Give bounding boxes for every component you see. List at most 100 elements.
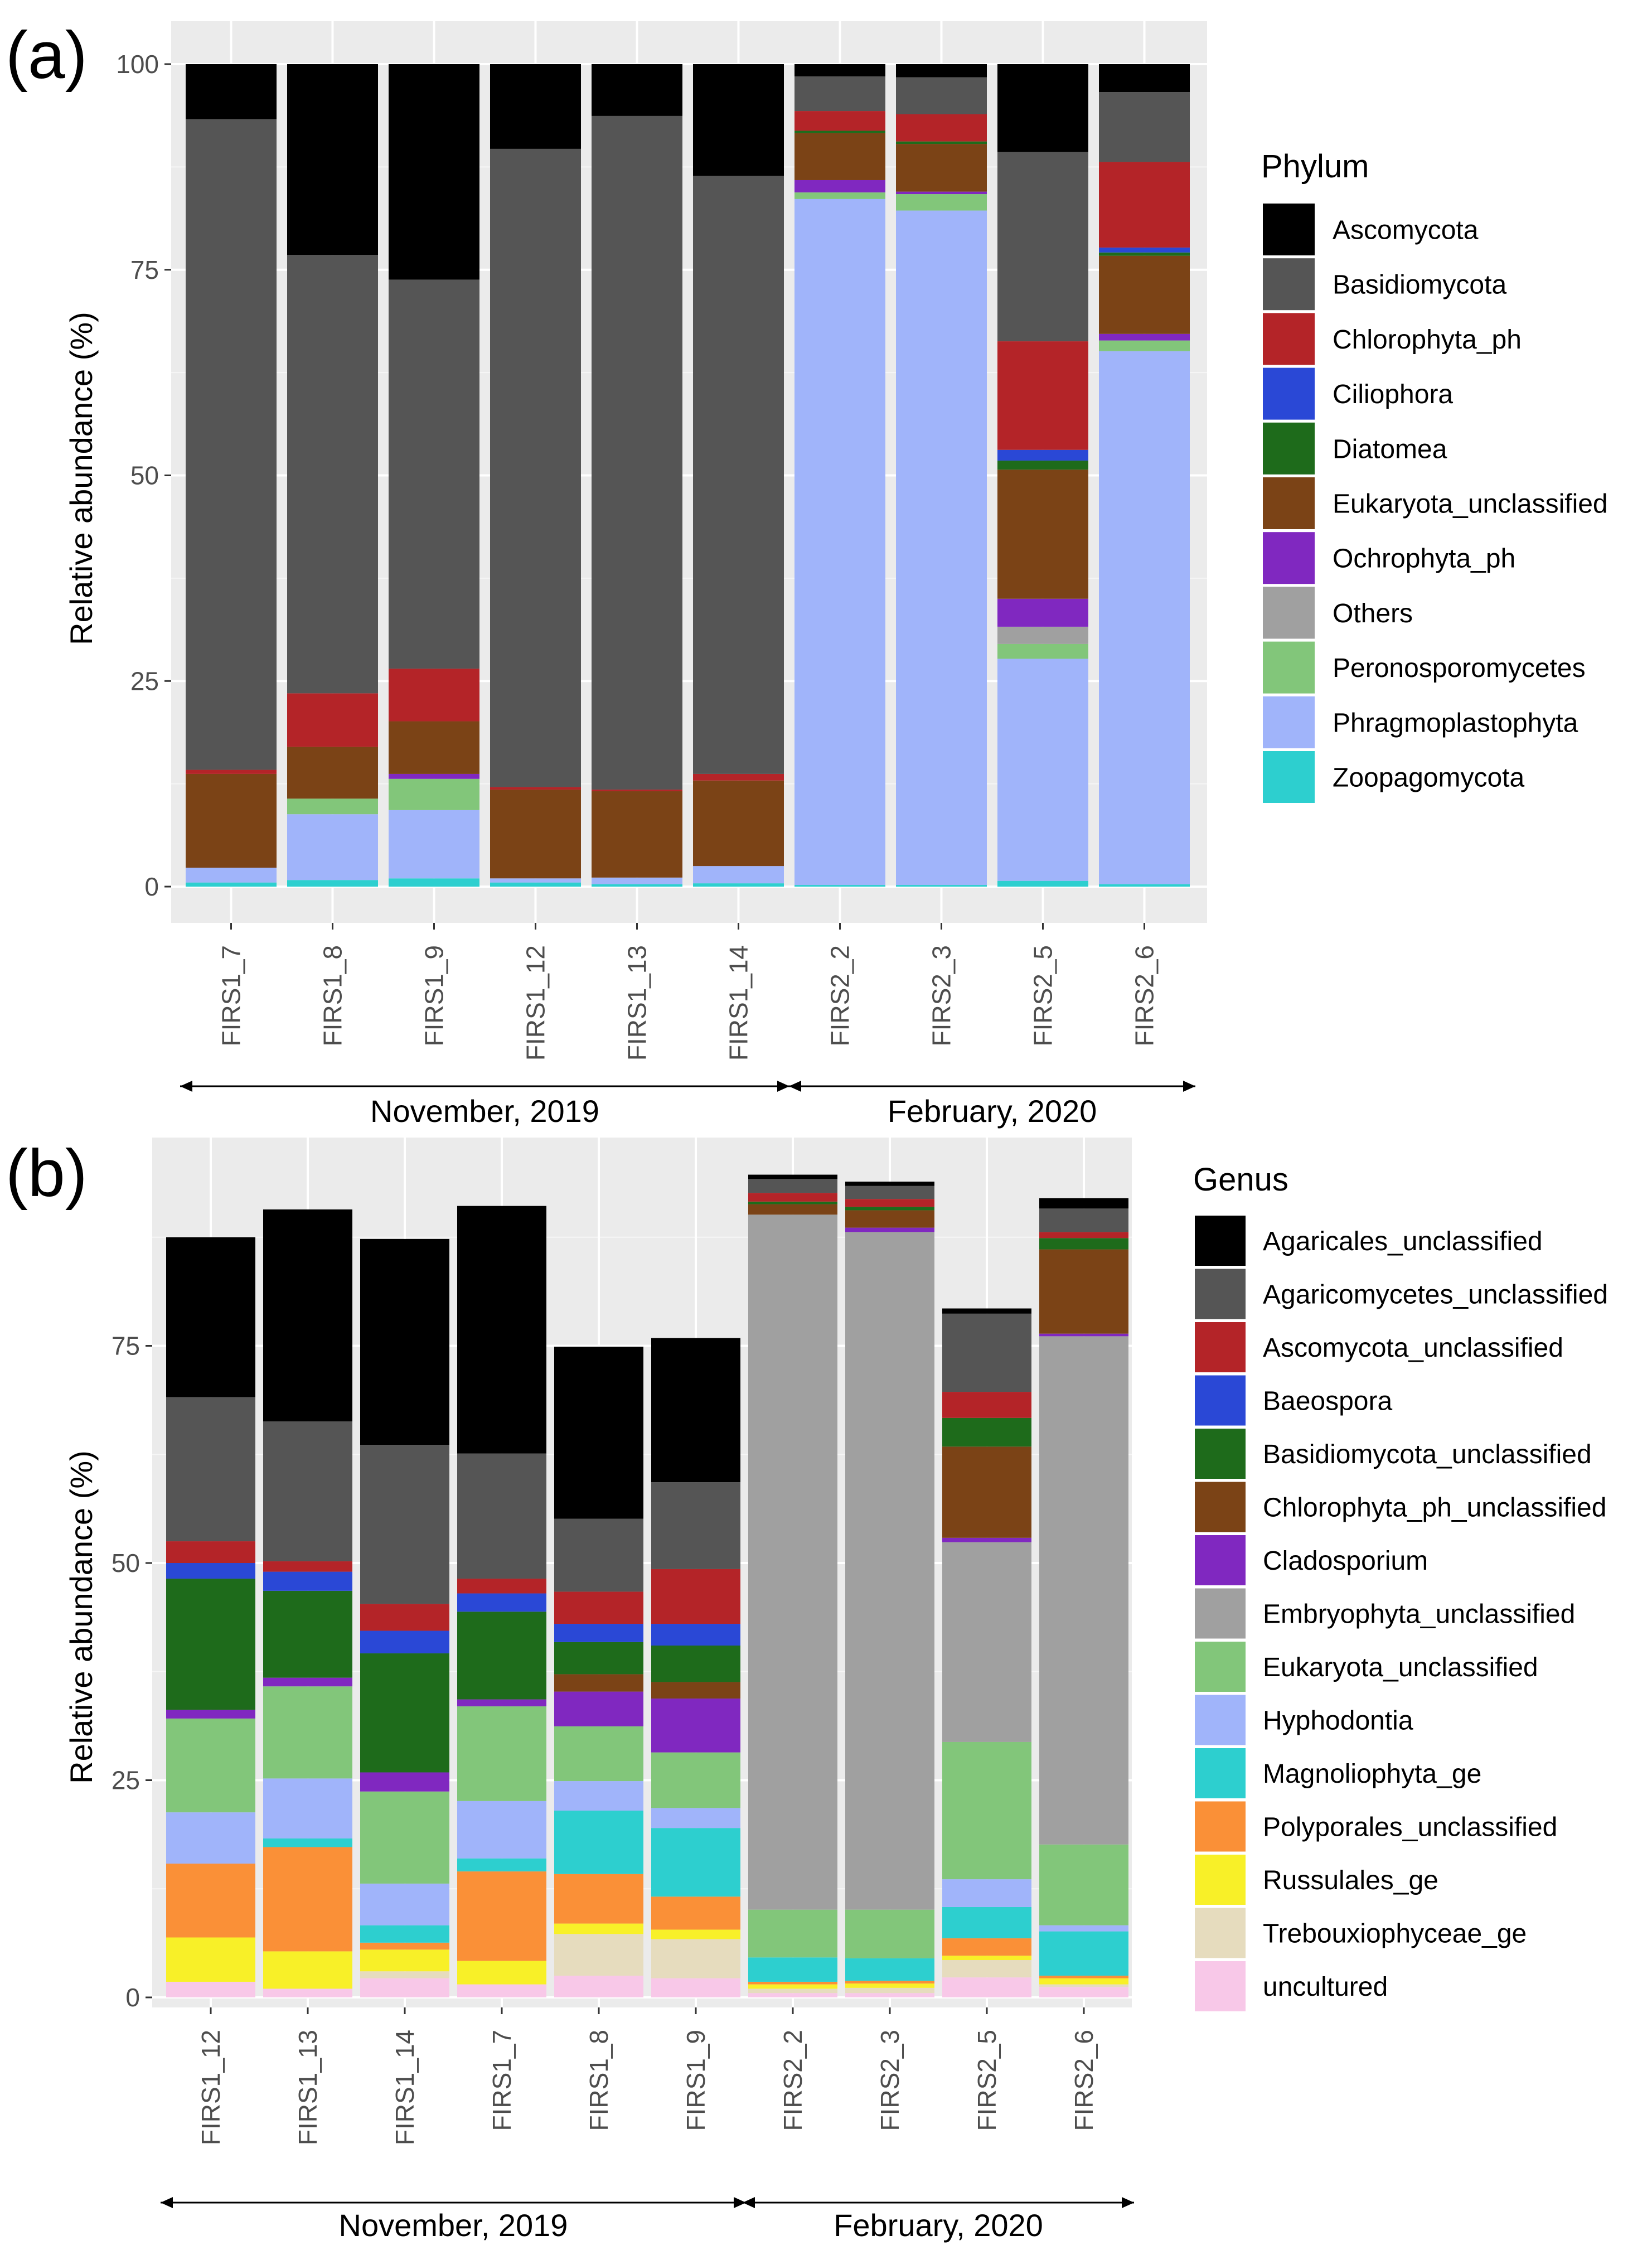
legend-swatch-russulales-ge [1195, 1855, 1246, 1905]
bar-firs1-9-chlorophyta-ph-unclassified [651, 1682, 740, 1699]
bar-firs2-2-ochrophyta-ph [794, 180, 885, 193]
bar-firs2-5-chlorophyta-ph-unclassified [942, 1446, 1031, 1538]
bar-firs1-12-agaricales-unclassified [166, 1237, 255, 1397]
bar-firs2-5-peronosporomycetes [997, 643, 1088, 659]
x-tick-label-firs1-13: FIRS1_13 [623, 945, 652, 1061]
bar-firs1-13-uncultured [263, 1988, 352, 1997]
bar-firs1-8-eukaryota-unclassified [554, 1726, 643, 1782]
bar-firs1-9-cladosporium [651, 1699, 740, 1753]
legend-swatch-chlorophyta-ph-unclassified [1195, 1482, 1246, 1532]
legend-label-phragmoplastophyta: Phragmoplastophyta [1333, 708, 1578, 738]
bar-firs1-8-basidiomycota [287, 255, 378, 694]
x-tick-label-firs2-2: FIRS2_2 [778, 2030, 807, 2131]
bar-firs2-5-cladosporium [942, 1537, 1031, 1542]
bar-firs2-2-eukaryota-unclassified [748, 1909, 837, 1958]
x-tick-label-firs2-2: FIRS2_2 [826, 945, 855, 1047]
bar-firs1-8-hyphodontia [554, 1781, 643, 1811]
legend-label-ochrophyta-ph: Ochrophyta_ph [1333, 544, 1515, 574]
legend-title: Phylum [1261, 148, 1369, 185]
bar-firs1-13-basidiomycota-unclassified [263, 1590, 352, 1678]
legend-label-ascomycota: Ascomycota [1333, 216, 1479, 245]
bar-firs2-3-embryophyta-unclassified [845, 1232, 934, 1910]
bar-firs1-13-polyporales-unclassified [263, 1847, 352, 1952]
bar-firs1-13-cladosporium [263, 1677, 352, 1687]
bar-firs2-2-agaricales-unclassified [748, 1174, 837, 1179]
y-tick-label: 0 [144, 872, 159, 901]
bar-firs1-13-eukaryota-unclassified [592, 791, 682, 878]
bar-firs2-3-phragmoplastophyta [896, 210, 987, 886]
legend-label-hyphodontia: Hyphodontia [1263, 1706, 1413, 1736]
bar-firs2-2-russulales-ge [748, 1984, 837, 1989]
bar-firs1-12-agaricomycetes-unclassified [166, 1397, 255, 1542]
bar-firs1-9-polyporales-unclassified [651, 1896, 740, 1930]
bar-firs2-6-eukaryota-unclassified [1099, 255, 1190, 334]
bar-firs2-2-basidiomycota [794, 76, 885, 112]
bar-firs2-5-magnoliophyta-ge [942, 1907, 1031, 1939]
bar-firs2-5-eukaryota-unclassified [942, 1741, 1031, 1880]
bar-firs2-3-ochrophyta-ph [896, 191, 987, 195]
bar-firs1-12-basidiomycota [490, 148, 581, 787]
y-tick-label: 25 [130, 666, 159, 695]
bar-firs1-14-russulales-ge [360, 1949, 449, 1972]
legend-label-others: Others [1333, 599, 1413, 628]
legend-swatch-magnoliophyta-ge [1195, 1748, 1246, 1798]
bar-firs1-12-cladosporium [166, 1710, 255, 1719]
legend-label-eukaryota-unclassified: Eukaryota_unclassified [1333, 490, 1608, 519]
bar-firs1-13-eukaryota-unclassified [263, 1686, 352, 1779]
group-label-february-2020: February, 2020 [834, 2208, 1043, 2243]
bar-firs2-3-ascomycota [896, 64, 987, 78]
bar-firs1-12-ascomycota [490, 64, 581, 149]
bar-firs2-6-ascomycota [1099, 64, 1190, 93]
panel-a-bars [186, 64, 1190, 887]
x-tick-label-firs2-6: FIRS2_6 [1130, 945, 1159, 1047]
bar-firs2-6-magnoliophyta-ge [1039, 1931, 1128, 1976]
bar-firs1-8-cladosporium [554, 1691, 643, 1726]
legend-label-magnoliophyta-ge: Magnoliophyta_ge [1263, 1759, 1481, 1789]
legend-swatch-embryophyta-unclassified [1195, 1588, 1246, 1639]
bar-firs2-3-eukaryota-unclassified [896, 144, 987, 192]
bar-firs1-14-cladosporium [360, 1772, 449, 1792]
bar-firs1-8-agaricales-unclassified [554, 1347, 643, 1519]
bar-firs2-2-magnoliophyta-ge [748, 1957, 837, 1982]
bar-firs2-5-agaricales-unclassified [942, 1308, 1031, 1314]
bar-firs2-6-hyphodontia [1039, 1925, 1128, 1932]
legend-label-diatomea: Diatomea [1333, 434, 1447, 464]
bar-firs1-9-chlorophyta-ph [389, 669, 479, 722]
bar-firs1-7-ascomycota [186, 64, 277, 119]
y-tick-label: 50 [130, 461, 159, 490]
x-tick-label-firs1-9: FIRS1_9 [420, 945, 449, 1047]
bar-firs2-6-zoopagomycota [1099, 884, 1190, 887]
legend-swatch-agaricomycetes-unclassified [1195, 1269, 1246, 1319]
legend-label-peronosporomycetes: Peronosporomycetes [1333, 654, 1586, 683]
bar-firs1-8-ascomycota-unclassified [554, 1591, 643, 1624]
bar-firs2-6-peronosporomycetes [1099, 340, 1190, 351]
bar-firs1-14-polyporales-unclassified [360, 1942, 449, 1950]
bar-firs2-3-chlorophyta-ph [896, 114, 987, 142]
bar-firs2-6-agaricomycetes-unclassified [1039, 1208, 1128, 1232]
bar-firs2-6-polyporales-unclassified [1039, 1976, 1128, 1978]
bar-firs1-8-trebouxiophyceae-ge [554, 1934, 643, 1976]
bar-firs2-3-basidiomycota [896, 77, 987, 114]
bar-firs2-2-diatomea [794, 130, 885, 133]
bar-firs1-14-uncultured [360, 1978, 449, 1997]
legend-title: Genus [1193, 1162, 1288, 1198]
x-tick-label-firs1-14: FIRS1_14 [390, 2030, 419, 2145]
y-tick-label: 75 [112, 1332, 140, 1361]
bar-firs2-5-eukaryota-unclassified [997, 470, 1088, 599]
bar-firs1-12-russulales-ge [166, 1937, 255, 1982]
legend-label-chlorophyta-ph-unclassified: Chlorophyta_ph_unclassified [1263, 1493, 1606, 1523]
legend-swatch-phragmoplastophyta [1263, 696, 1315, 748]
bar-firs2-3-basidiomycota-unclassified [845, 1207, 934, 1211]
bar-firs2-2-embryophyta-unclassified [748, 1214, 837, 1910]
panel-b-label: (b) [6, 1136, 88, 1211]
bar-firs1-14-baeospora [360, 1630, 449, 1654]
x-tick-label-firs2-5: FIRS2_5 [1029, 945, 1058, 1047]
bar-firs1-9-agaricomycetes-unclassified [651, 1482, 740, 1569]
bar-firs2-6-ochrophyta-ph [1099, 333, 1190, 341]
bar-firs1-12-hyphodontia [166, 1812, 255, 1864]
bar-firs2-6-ascomycota-unclassified [1039, 1232, 1128, 1238]
bar-firs1-9-russulales-ge [651, 1929, 740, 1939]
x-tick-label-firs1-14: FIRS1_14 [724, 945, 753, 1061]
bar-firs1-8-eukaryota-unclassified [287, 747, 378, 799]
bar-firs2-2-uncultured [748, 1993, 837, 1997]
